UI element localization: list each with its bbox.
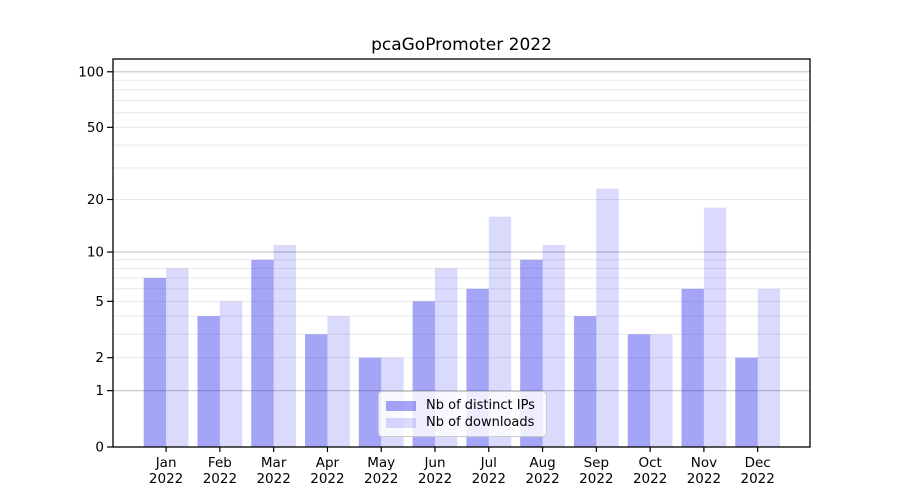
y-tick-label: 1 bbox=[95, 383, 104, 399]
y-tick-label: 10 bbox=[87, 245, 104, 261]
x-tick-label: May 2022 bbox=[364, 455, 398, 487]
x-tick-label: Feb 2022 bbox=[203, 455, 237, 487]
bar-distinct-ips-8 bbox=[573, 316, 597, 447]
x-tick-label: Jul 2022 bbox=[472, 455, 506, 487]
x-tick-label: Dec 2022 bbox=[741, 455, 775, 487]
bar-distinct-ips-4 bbox=[358, 357, 382, 447]
y-tick-label: 2 bbox=[95, 350, 104, 366]
bar-distinct-ips-1 bbox=[197, 316, 220, 447]
bar-downloads-1 bbox=[219, 301, 243, 447]
bar-distinct-ips-10 bbox=[681, 288, 704, 447]
x-tick-label: Nov 2022 bbox=[687, 455, 721, 487]
legend-item-distinct-ips: Nb of distinct IPs bbox=[386, 398, 538, 413]
legend-swatch-downloads bbox=[386, 417, 416, 428]
legend-swatch-distinct-ips bbox=[386, 400, 416, 411]
bar-distinct-ips-2 bbox=[251, 259, 274, 447]
bar-downloads-6 bbox=[488, 216, 512, 447]
bar-distinct-ips-11 bbox=[735, 357, 758, 447]
x-tick-label: Apr 2022 bbox=[310, 455, 344, 487]
bar-downloads-11 bbox=[757, 288, 781, 447]
y-tick-label: 100 bbox=[78, 64, 104, 80]
bar-downloads-0 bbox=[166, 268, 189, 447]
bar-distinct-ips-3 bbox=[305, 334, 328, 447]
legend-label-downloads: Nb of downloads bbox=[426, 415, 535, 430]
legend-label-distinct-ips: Nb of distinct IPs bbox=[426, 398, 535, 413]
x-tick-label: Jan 2022 bbox=[149, 455, 183, 487]
x-tick-label: Sep 2022 bbox=[579, 455, 613, 487]
bar-distinct-ips-0 bbox=[143, 277, 167, 447]
x-tick-label: Jun 2022 bbox=[418, 455, 452, 487]
bar-distinct-ips-9 bbox=[627, 334, 651, 447]
y-tick-label: 50 bbox=[87, 120, 104, 136]
bar-downloads-8 bbox=[596, 188, 619, 448]
plot-frame bbox=[112, 58, 811, 448]
bar-downloads-3 bbox=[327, 316, 350, 447]
y-tick-label: 0 bbox=[95, 440, 104, 456]
bar-downloads-2 bbox=[273, 244, 297, 447]
x-tick-label: Oct 2022 bbox=[633, 455, 667, 487]
chart-title: pcaGoPromoter 2022 bbox=[371, 35, 552, 55]
bar-downloads-7 bbox=[542, 244, 565, 447]
y-tick-label: 20 bbox=[87, 192, 104, 208]
x-tick-label: Aug 2022 bbox=[525, 455, 559, 487]
bar-downloads-9 bbox=[650, 334, 673, 447]
y-tick-label: 5 bbox=[95, 294, 104, 310]
bar-downloads-10 bbox=[703, 207, 727, 447]
chart-legend: Nb of distinct IPs Nb of downloads bbox=[378, 391, 547, 437]
legend-item-downloads: Nb of downloads bbox=[386, 415, 538, 430]
x-tick-label: Mar 2022 bbox=[256, 455, 290, 487]
